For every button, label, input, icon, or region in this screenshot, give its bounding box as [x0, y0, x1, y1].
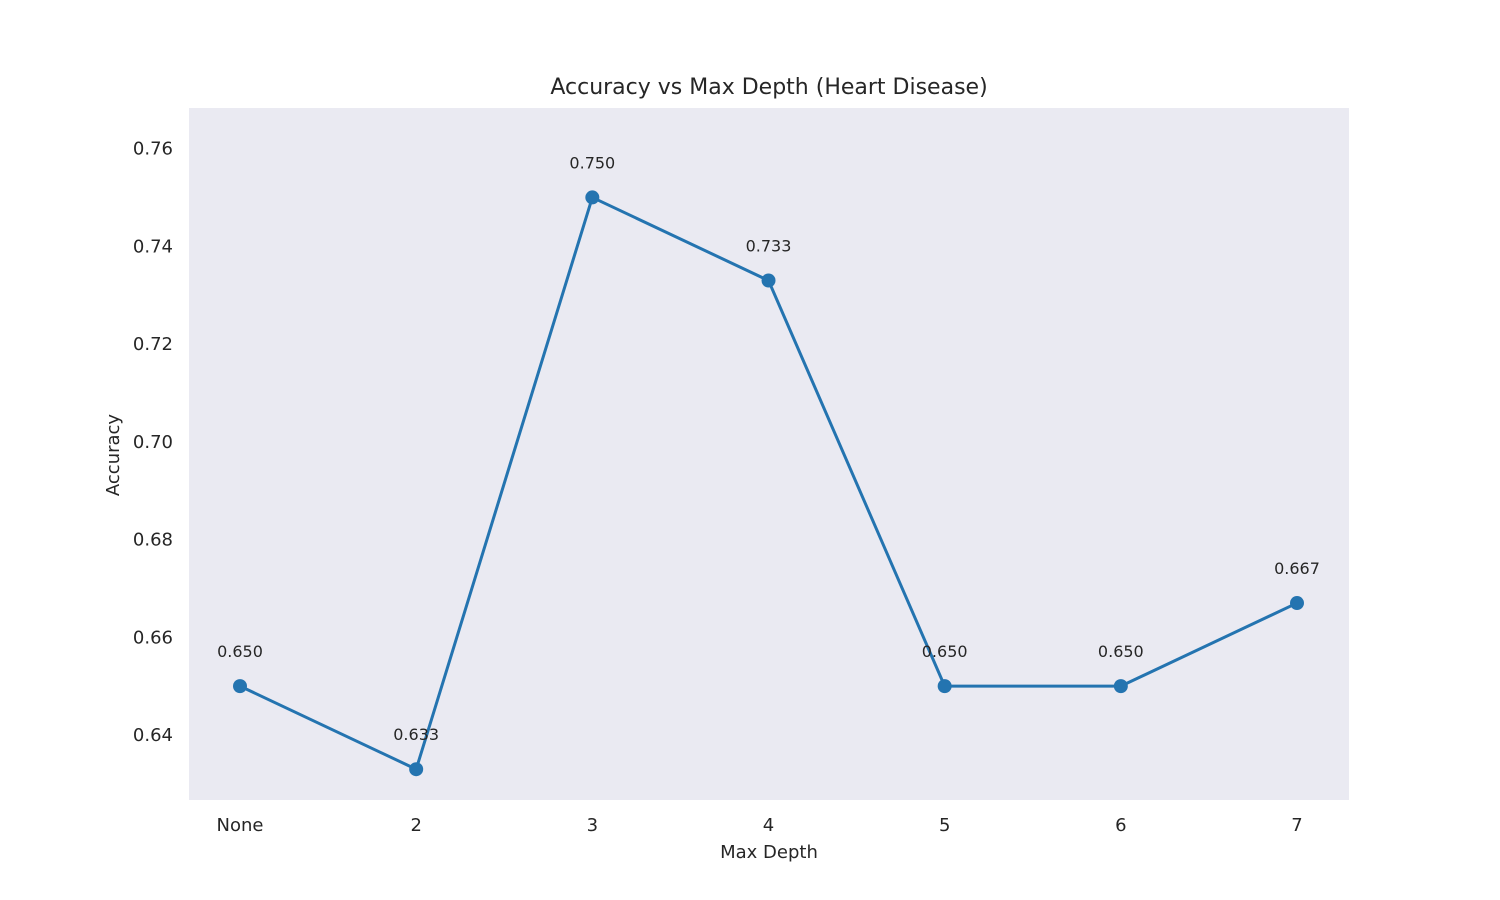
series-layer	[233, 190, 1304, 777]
y-tick-label: 0.74	[133, 236, 173, 257]
data-label: 0.650	[922, 642, 968, 661]
y-tick-label: 0.64	[133, 725, 173, 746]
data-point	[585, 190, 600, 205]
data-point	[1113, 679, 1128, 694]
data-label: 0.750	[569, 153, 615, 172]
y-tick-label: 0.68	[133, 530, 173, 551]
y-tick-label: 0.72	[133, 334, 173, 355]
data-point	[937, 679, 952, 694]
y-tick-label: 0.66	[133, 627, 173, 648]
data-point	[1290, 596, 1304, 611]
x-tick-label: 3	[587, 815, 598, 836]
y-tick-label: 0.70	[133, 432, 173, 453]
data-point	[761, 273, 776, 288]
data-label: 0.733	[746, 237, 792, 256]
x-tick-label: 6	[1115, 815, 1126, 836]
x-axis-label: Max Depth	[720, 842, 818, 863]
data-point	[233, 679, 247, 694]
x-axis-ticks: None 2 3 4 5 6 7	[217, 815, 1303, 836]
data-label-layer: 0.650 0.633 0.750 0.733 0.650 0.650 0.667	[217, 153, 1320, 744]
x-tick-label: 2	[410, 815, 421, 836]
chart-title: Accuracy vs Max Depth (Heart Disease)	[550, 75, 987, 100]
y-axis-ticks: 0.64 0.66 0.68 0.70 0.72 0.74 0.76	[133, 139, 173, 746]
x-tick-label: None	[217, 815, 264, 836]
y-tick-label: 0.76	[133, 139, 173, 160]
x-tick-label: 7	[1291, 815, 1302, 836]
data-label: 0.650	[1098, 642, 1144, 661]
data-label: 0.633	[393, 725, 439, 744]
x-tick-label: 5	[939, 815, 950, 836]
data-point	[409, 762, 424, 777]
y-axis-label: Accuracy	[103, 414, 124, 497]
data-label: 0.667	[1274, 559, 1320, 578]
x-tick-label: 4	[763, 815, 774, 836]
plot-area	[189, 108, 1349, 800]
data-label: 0.650	[217, 642, 263, 661]
